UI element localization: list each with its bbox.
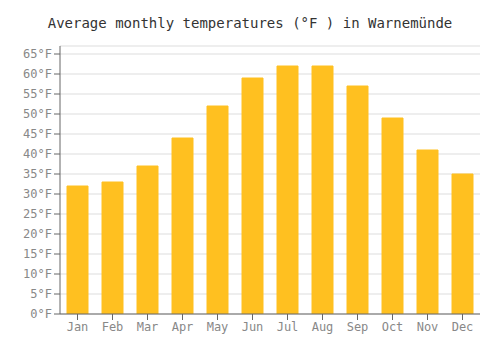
svg-text:Jun: Jun xyxy=(242,320,264,334)
svg-text:Feb: Feb xyxy=(102,320,124,334)
svg-text:0°F: 0°F xyxy=(30,307,52,321)
svg-text:Sep: Sep xyxy=(347,320,369,334)
svg-text:35°F: 35°F xyxy=(23,167,52,181)
svg-text:55°F: 55°F xyxy=(23,87,52,101)
svg-text:40°F: 40°F xyxy=(23,147,52,161)
svg-text:Aug: Aug xyxy=(312,320,334,334)
svg-text:Oct: Oct xyxy=(382,320,404,334)
svg-text:20°F: 20°F xyxy=(23,227,52,241)
svg-text:15°F: 15°F xyxy=(23,247,52,261)
svg-text:45°F: 45°F xyxy=(23,127,52,141)
svg-text:Apr: Apr xyxy=(172,320,194,334)
svg-text:Jan: Jan xyxy=(67,320,89,334)
html-text:Average monthly temperatures (: Average monthly temperatures (°F ) in Wa… xyxy=(47,15,453,31)
svg-text:10°F: 10°F xyxy=(23,267,52,281)
svg-text:Dec: Dec xyxy=(452,320,474,334)
svg-text:30°F: 30°F xyxy=(23,187,52,201)
svg-text:Mar: Mar xyxy=(137,320,159,334)
svg-text:Nov: Nov xyxy=(417,320,439,334)
svg-text:50°F: 50°F xyxy=(23,107,52,121)
svg-text:Jul: Jul xyxy=(277,320,299,334)
svg-text:25°F: 25°F xyxy=(23,207,52,221)
svg-text:65°F: 65°F xyxy=(23,47,52,61)
svg-text:May: May xyxy=(207,320,229,334)
svg-text:60°F: 60°F xyxy=(23,67,52,81)
svg-text:5°F: 5°F xyxy=(30,287,52,301)
